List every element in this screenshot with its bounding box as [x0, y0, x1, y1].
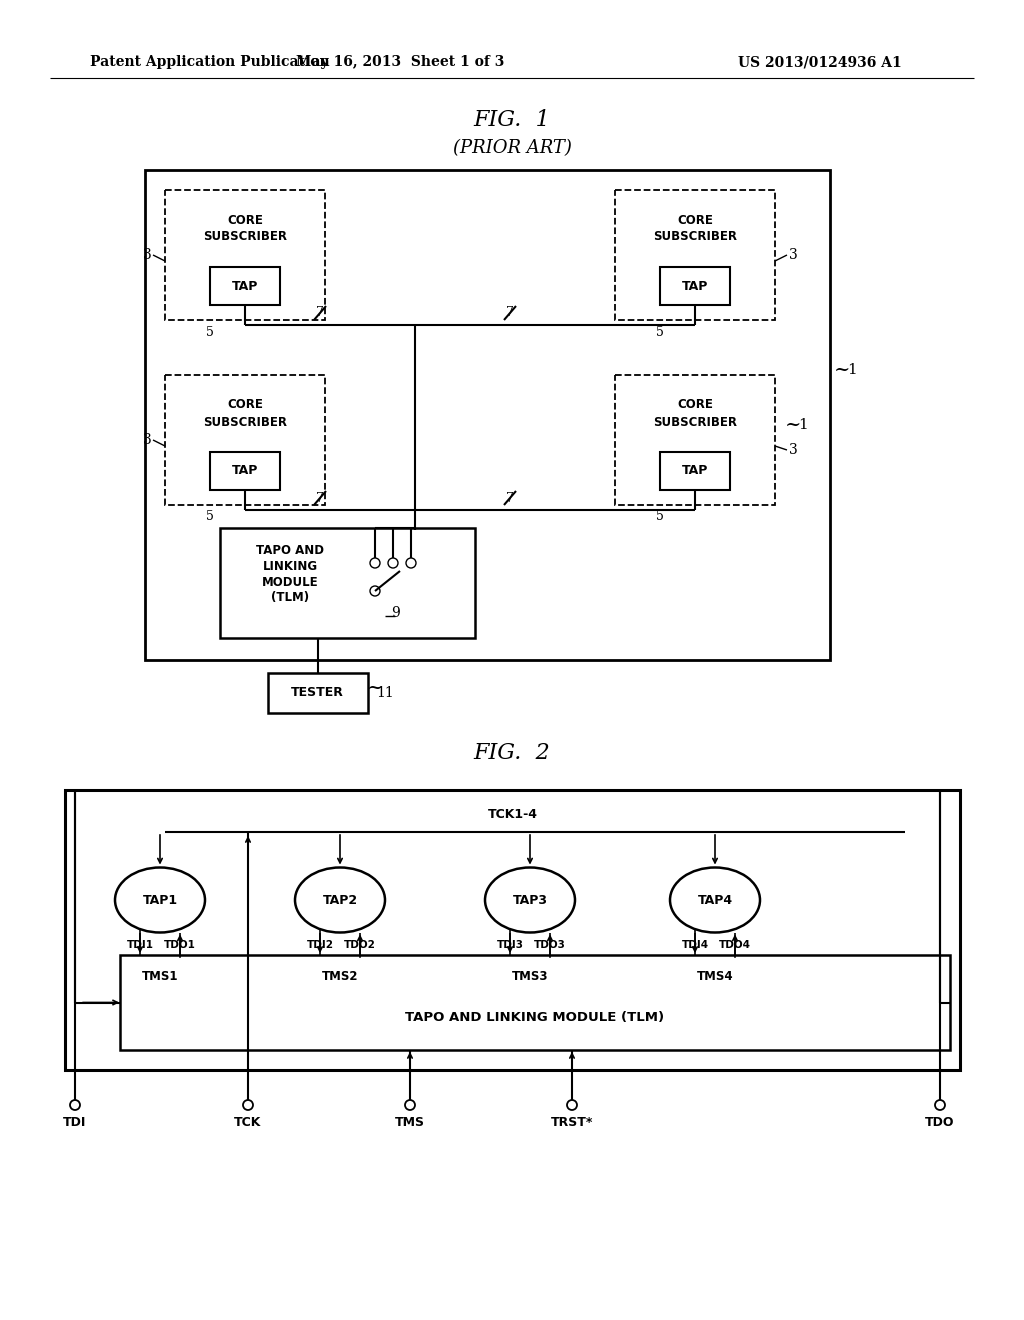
Text: 5: 5 — [206, 511, 214, 524]
Bar — [210, 451, 280, 490]
Bar — [615, 190, 775, 319]
Bar — [120, 954, 950, 1049]
Text: TDI2: TDI2 — [306, 940, 334, 950]
Text: 5: 5 — [206, 326, 214, 338]
Text: CORE: CORE — [227, 214, 263, 227]
Text: Patent Application Publication: Patent Application Publication — [90, 55, 330, 69]
Text: TAPO AND LINKING MODULE (TLM): TAPO AND LINKING MODULE (TLM) — [406, 1011, 665, 1023]
Ellipse shape — [485, 867, 575, 932]
Text: TAP: TAP — [231, 280, 258, 293]
Text: 3: 3 — [788, 248, 798, 261]
Text: TCK: TCK — [234, 1115, 262, 1129]
Text: 11: 11 — [377, 686, 394, 700]
Text: SUBSCRIBER: SUBSCRIBER — [653, 416, 737, 429]
Text: SUBSCRIBER: SUBSCRIBER — [203, 231, 287, 243]
Text: SUBSCRIBER: SUBSCRIBER — [653, 231, 737, 243]
Bar — [210, 267, 280, 305]
Text: TDO3: TDO3 — [535, 940, 566, 950]
Text: CORE: CORE — [677, 399, 713, 412]
Text: FIG.  2: FIG. 2 — [474, 742, 550, 764]
Bar — [220, 528, 475, 638]
Text: May 16, 2013  Sheet 1 of 3: May 16, 2013 Sheet 1 of 3 — [296, 55, 504, 69]
Ellipse shape — [295, 867, 385, 932]
Text: TAP: TAP — [231, 465, 258, 478]
Bar — [660, 267, 730, 305]
Text: 7: 7 — [316, 491, 324, 504]
Text: TDI: TDI — [63, 1115, 87, 1129]
Text: TCK1-4: TCK1-4 — [487, 808, 538, 821]
Text: TDO: TDO — [926, 1115, 954, 1129]
Text: TAP: TAP — [682, 280, 709, 293]
Text: TMS1: TMS1 — [141, 970, 178, 983]
Text: TESTER: TESTER — [291, 686, 344, 700]
Bar — [267, 673, 368, 713]
Text: 1: 1 — [798, 418, 808, 432]
Text: 7: 7 — [506, 491, 514, 504]
Text: TAP3: TAP3 — [512, 894, 548, 907]
Text: 7: 7 — [316, 306, 324, 319]
Text: 1: 1 — [847, 363, 857, 378]
Text: 5: 5 — [656, 511, 664, 524]
Text: TAP: TAP — [682, 465, 709, 478]
Text: 9: 9 — [390, 606, 399, 620]
Bar — [145, 170, 830, 660]
Text: TDO2: TDO2 — [344, 940, 376, 950]
Text: TAP1: TAP1 — [142, 894, 177, 907]
Text: TDI1: TDI1 — [127, 940, 154, 950]
Text: TAP4: TAP4 — [697, 894, 732, 907]
Text: TMS3: TMS3 — [512, 970, 548, 983]
Text: SUBSCRIBER: SUBSCRIBER — [203, 416, 287, 429]
Text: LINKING: LINKING — [262, 560, 317, 573]
Text: 3: 3 — [142, 248, 152, 261]
Text: TDI4: TDI4 — [681, 940, 709, 950]
Text: ~: ~ — [368, 678, 384, 697]
Text: FIG.  1: FIG. 1 — [474, 110, 550, 131]
Text: 5: 5 — [656, 326, 664, 338]
Bar — [615, 375, 775, 506]
Text: MODULE: MODULE — [262, 576, 318, 589]
Text: TDI3: TDI3 — [497, 940, 523, 950]
Text: 3: 3 — [142, 433, 152, 447]
Text: (PRIOR ART): (PRIOR ART) — [453, 139, 571, 157]
Text: TDO1: TDO1 — [164, 940, 196, 950]
Text: TDO4: TDO4 — [719, 940, 751, 950]
Bar — [165, 375, 325, 506]
Text: ~: ~ — [834, 360, 850, 379]
Text: US 2013/0124936 A1: US 2013/0124936 A1 — [738, 55, 902, 69]
Text: TAP2: TAP2 — [323, 894, 357, 907]
Text: TMS: TMS — [395, 1115, 425, 1129]
Text: 7: 7 — [506, 306, 514, 319]
Bar — [65, 789, 961, 1071]
Bar — [660, 451, 730, 490]
Text: 3: 3 — [788, 444, 798, 457]
Ellipse shape — [670, 867, 760, 932]
Text: ~: ~ — [784, 416, 801, 434]
Text: TAPO AND: TAPO AND — [256, 544, 324, 557]
Text: CORE: CORE — [677, 214, 713, 227]
Ellipse shape — [115, 867, 205, 932]
Text: (TLM): (TLM) — [271, 591, 309, 605]
Bar — [165, 190, 325, 319]
Text: TMS2: TMS2 — [322, 970, 358, 983]
Text: TRST*: TRST* — [551, 1115, 593, 1129]
Text: TMS4: TMS4 — [696, 970, 733, 983]
Text: CORE: CORE — [227, 399, 263, 412]
